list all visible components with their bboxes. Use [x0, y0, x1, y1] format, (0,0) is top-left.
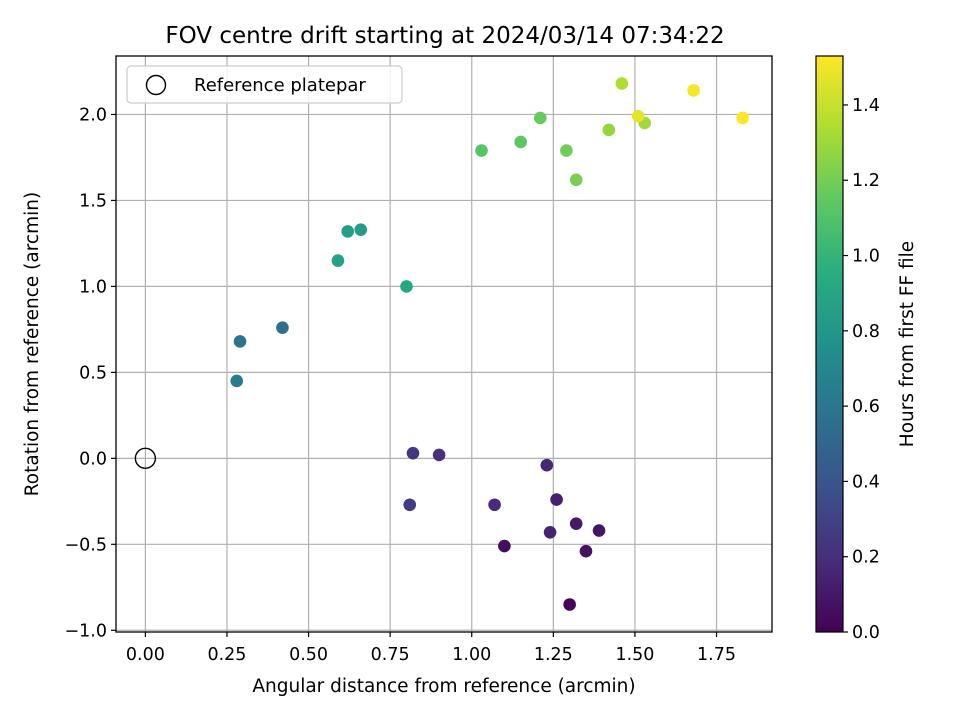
data-point [563, 598, 576, 611]
data-point [550, 493, 563, 506]
data-point [592, 524, 606, 537]
x-tick-label: 1.25 [534, 645, 573, 665]
grid [116, 56, 772, 632]
data-point [631, 109, 645, 123]
legend-box [126, 65, 403, 104]
y-tick-label: 1.0 [79, 277, 107, 297]
y-axis-ticks: −1.0 −0.5 0.0 0.5 1.0 1.5 2.0 [65, 105, 116, 641]
colorbar-tick-label: 0.8 [852, 322, 880, 342]
data-point [498, 539, 511, 553]
reference-layer [134, 447, 157, 470]
data-point [687, 84, 700, 97]
plot-frame [115, 55, 773, 633]
y-axis-label: Rotation from reference (arcmin) [22, 192, 43, 496]
y-tick-label: 0.5 [79, 363, 107, 383]
data-point [276, 321, 289, 334]
x-tick-label: 0.25 [207, 645, 246, 665]
colorbar-tick-label: 1.4 [852, 96, 880, 116]
colorbar-ticks: 0.0 0.2 0.4 0.6 0.8 1.0 1.2 1.4 [843, 96, 880, 643]
data-point [602, 123, 616, 137]
legend-entry-label: Reference platepar [194, 75, 366, 96]
colorbar: 0.0 0.2 0.4 0.6 0.8 1.0 1.2 1.4 Hours from firs… [815, 55, 918, 643]
data-point [406, 446, 420, 460]
legend: Reference platepar [126, 65, 403, 104]
data-point [230, 374, 244, 388]
colorbar-tick-label: 0.2 [852, 548, 880, 568]
data-point [533, 111, 547, 125]
reference-point-marker [134, 447, 157, 470]
data-point [403, 498, 417, 512]
data-point [233, 335, 247, 348]
data-point [560, 144, 573, 157]
chart-title: FOV centre drift starting at 2024/03/14 … [165, 23, 724, 49]
data-point [569, 517, 583, 530]
data-point [475, 144, 488, 157]
x-axis-ticks: 0.00 0.25 0.50 0.75 1.00 1.25 1.50 1.75 [126, 632, 736, 665]
data-point [354, 223, 368, 236]
x-tick-label: 1.00 [452, 645, 491, 665]
data-point [514, 135, 527, 149]
data-point [331, 254, 345, 267]
colorbar-label: Hours from first FF file [897, 241, 918, 447]
data-point [579, 544, 593, 558]
colorbar-tick-label: 0.0 [852, 623, 880, 643]
data-point [615, 77, 629, 90]
x-tick-label: 1.75 [697, 645, 736, 665]
x-tick-label: 0.50 [289, 645, 328, 665]
colorbar-tick-label: 0.4 [852, 472, 880, 492]
x-axis-label: Angular distance from reference (arcmin) [252, 676, 635, 697]
data-points [230, 77, 749, 611]
colorbar-tick-label: 1.2 [852, 171, 880, 191]
data-point [400, 280, 413, 293]
data-point [543, 525, 557, 539]
y-tick-label: 2.0 [79, 105, 107, 125]
y-tick-label: 0.0 [79, 449, 107, 469]
data-point [488, 498, 501, 512]
data-point [569, 173, 583, 187]
data-point [341, 225, 355, 238]
y-tick-label: 1.5 [79, 191, 107, 211]
y-tick-label: −0.5 [65, 535, 108, 555]
data-point [736, 111, 749, 125]
colorbar-tick-label: 0.6 [852, 397, 880, 417]
data-point [432, 448, 446, 462]
x-tick-label: 1.50 [615, 645, 654, 665]
colorbar-tick-label: 1.0 [852, 247, 880, 267]
colorbar-gradient [815, 55, 844, 633]
x-tick-label: 0.75 [371, 645, 410, 665]
data-point [540, 458, 554, 472]
x-tick-label: 0.00 [126, 645, 165, 665]
y-tick-label: −1.0 [65, 621, 108, 641]
legend-open-circle-icon [145, 74, 167, 96]
